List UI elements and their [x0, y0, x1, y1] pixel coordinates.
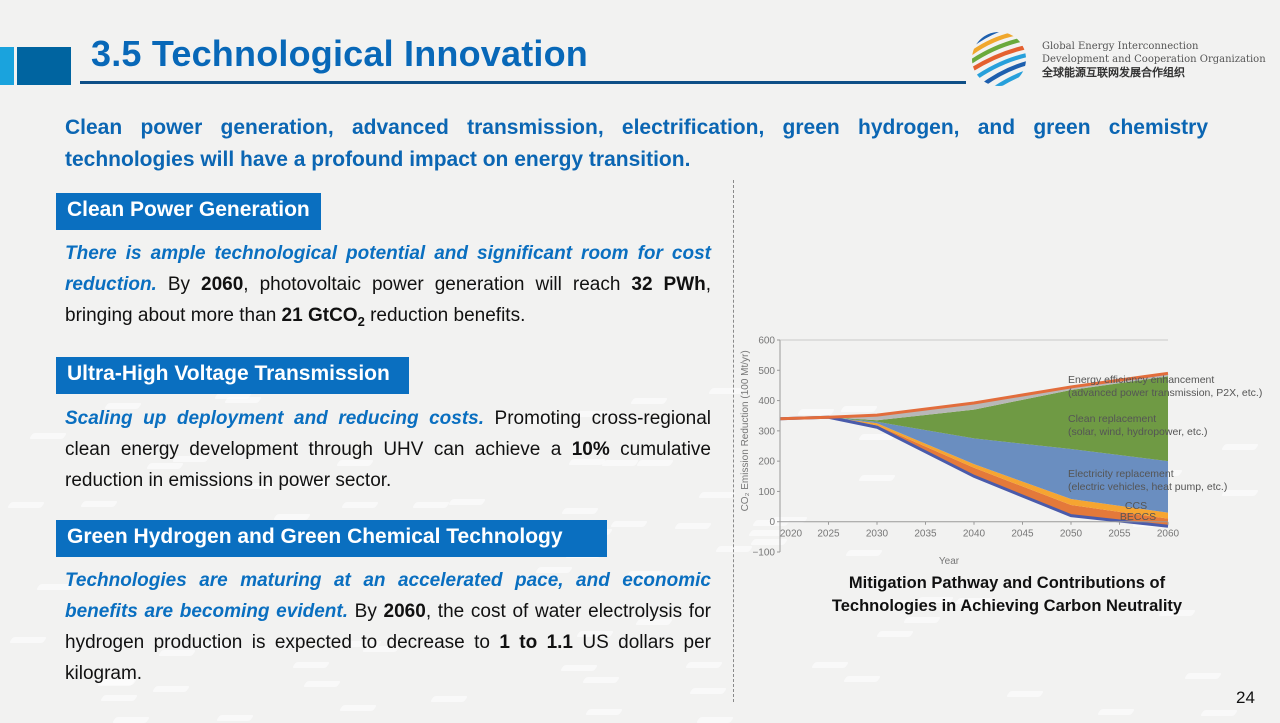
section-body-green-hydrogen: Technologies are maturing at an accelera… — [65, 565, 711, 689]
page-number: 24 — [1236, 688, 1255, 707]
y-tick-label: 600 — [758, 336, 775, 347]
area-beccs — [780, 417, 1168, 527]
background-dash — [1096, 709, 1135, 716]
y-tick-label: −100 — [752, 548, 775, 559]
mitigation-pathway-chart: −100 0 100 200 300 400 500 600 2020 2025 2030 2035 2… — [740, 336, 1262, 568]
y-tick-label: 500 — [758, 366, 775, 377]
label-ccs: CCS — [1125, 500, 1147, 512]
background-dash — [1005, 691, 1044, 698]
body-text: By — [156, 274, 202, 295]
label-electricity-replacement: Electricity replacement — [1068, 468, 1174, 480]
background-dash — [29, 432, 68, 439]
section-heading-clean-power: Clean Power Generation — [56, 193, 321, 230]
background-dash — [1184, 672, 1223, 679]
area-electricity-replacement — [780, 417, 1168, 513]
background-dash — [339, 705, 378, 712]
background-dash — [875, 630, 915, 637]
label-energy-efficiency-detail: (advanced power transmission, P2X, etc.) — [1068, 387, 1262, 399]
baseline-emissions-line — [779, 371, 1169, 421]
highlight-text: There is ample technological potential a… — [65, 243, 711, 295]
background-dash — [810, 662, 850, 669]
title-underline — [80, 81, 966, 84]
body-text: , the cost of water electrolysis for hyd… — [65, 601, 711, 653]
page-title: 3.5 Technological Innovation — [91, 33, 588, 74]
section-heading-uhv: Ultra-High Voltage Transmission — [56, 357, 409, 394]
section-body-uhv: Scaling up deployment and reducing costs… — [65, 403, 711, 496]
bold-value: 10% — [571, 439, 610, 460]
y-tick-label: 0 — [769, 517, 775, 528]
background-dash — [412, 501, 451, 508]
body-text: reduction benefits. — [364, 305, 526, 326]
bold-value: 21 GtCO2 — [281, 305, 365, 329]
section-body-clean-power: There is ample technological potential a… — [65, 238, 711, 337]
background-dash — [843, 675, 882, 682]
x-tick-label: 2035 — [914, 529, 937, 540]
body-text: , photovoltaic power generation will rea… — [243, 274, 632, 295]
area-ccs — [780, 417, 1168, 519]
org-name-line2: Development and Cooperation Organization — [1042, 54, 1266, 65]
x-tick-label: 2020 — [780, 529, 803, 540]
lead-statement: Clean power generation, advanced transmi… — [65, 116, 1208, 171]
background-dash — [6, 502, 46, 509]
y-axis-label: CO₂ Emission Reduction (100 Mt/yr) — [740, 350, 751, 511]
label-electricity-replacement-detail: (electric vehicles, heat pump, etc.) — [1068, 481, 1227, 493]
bold-value-text: 21 GtCO — [281, 305, 358, 326]
section-heading-green-hydrogen: Green Hydrogen and Green Chemical Techno… — [56, 520, 607, 557]
x-tick-label: 2055 — [1108, 529, 1131, 540]
body-text: Promoting cross-regional clean energy de… — [65, 408, 712, 460]
label-clean-replacement-detail: (solar, wind, hydropower, etc.) — [1068, 426, 1207, 438]
header-accent-light — [0, 47, 14, 85]
bold-value: 2060 — [201, 274, 244, 295]
y-tick-label: 300 — [758, 426, 775, 437]
background-dash — [584, 708, 623, 715]
background-dash — [448, 499, 487, 506]
body-text: , bringing about more than — [65, 274, 712, 326]
background-dash — [273, 513, 312, 520]
background-dash — [340, 502, 380, 509]
x-tick-label: 2030 — [866, 529, 889, 540]
label-clean-replacement: Clean replacement — [1068, 413, 1156, 425]
label-beccs: BECCS — [1120, 511, 1156, 523]
x-tick-label: 2050 — [1060, 529, 1083, 540]
highlight-text: Technologies are maturing at an accelera… — [65, 570, 711, 622]
caption-line2: Technologies in Achieving Carbon Neutral… — [831, 597, 1183, 615]
background-dash — [430, 696, 469, 703]
x-tick-label: 2060 — [1157, 529, 1180, 540]
label-energy-efficiency: Energy efficiency enhancement — [1068, 374, 1214, 386]
bold-value: 2060 — [383, 601, 426, 622]
x-axis-label: Year — [939, 556, 960, 567]
org-name-line1: Global Energy Interconnection — [1042, 41, 1199, 52]
x-tick-label: 2025 — [817, 529, 840, 540]
caption-line1: Mitigation Pathway and Contributions of — [848, 574, 1166, 592]
globe-logo-icon — [972, 32, 1026, 86]
organization-name: Global Energy Interconnection Developmen… — [1042, 40, 1266, 79]
y-tick-label: 200 — [758, 457, 775, 468]
bold-value: 1 to 1.1 — [499, 632, 574, 653]
x-tick-label: 2045 — [1011, 529, 1034, 540]
background-dash — [673, 523, 713, 530]
background-dash — [609, 520, 648, 527]
org-name-chinese: 全球能源互联网发展合作组织 — [1042, 66, 1185, 79]
background-dash — [560, 508, 599, 515]
bold-value: 32 PWh — [631, 274, 706, 295]
highlight-text: Scaling up deployment and reducing costs… — [65, 408, 485, 429]
background-dash — [1199, 709, 1239, 716]
area-clean-replacement — [780, 376, 1168, 462]
background-dash — [79, 500, 119, 507]
body-text: By — [347, 601, 384, 622]
body-text: cumulative reduction in emissions in pow… — [65, 439, 711, 491]
body-text: US dollars per kilogram. — [65, 632, 711, 684]
subscript: 2 — [357, 313, 365, 329]
background-dash — [215, 715, 255, 722]
chart-caption: Mitigation Pathway and Contributions of … — [796, 572, 1218, 618]
background-dash — [99, 694, 139, 701]
header-accent-dark — [17, 47, 71, 85]
background-dash — [902, 617, 942, 624]
y-tick-label: 100 — [758, 487, 775, 498]
y-tick-label: 400 — [758, 396, 775, 407]
background-dash — [8, 637, 47, 644]
column-divider — [733, 180, 734, 702]
x-tick-label: 2040 — [963, 529, 986, 540]
